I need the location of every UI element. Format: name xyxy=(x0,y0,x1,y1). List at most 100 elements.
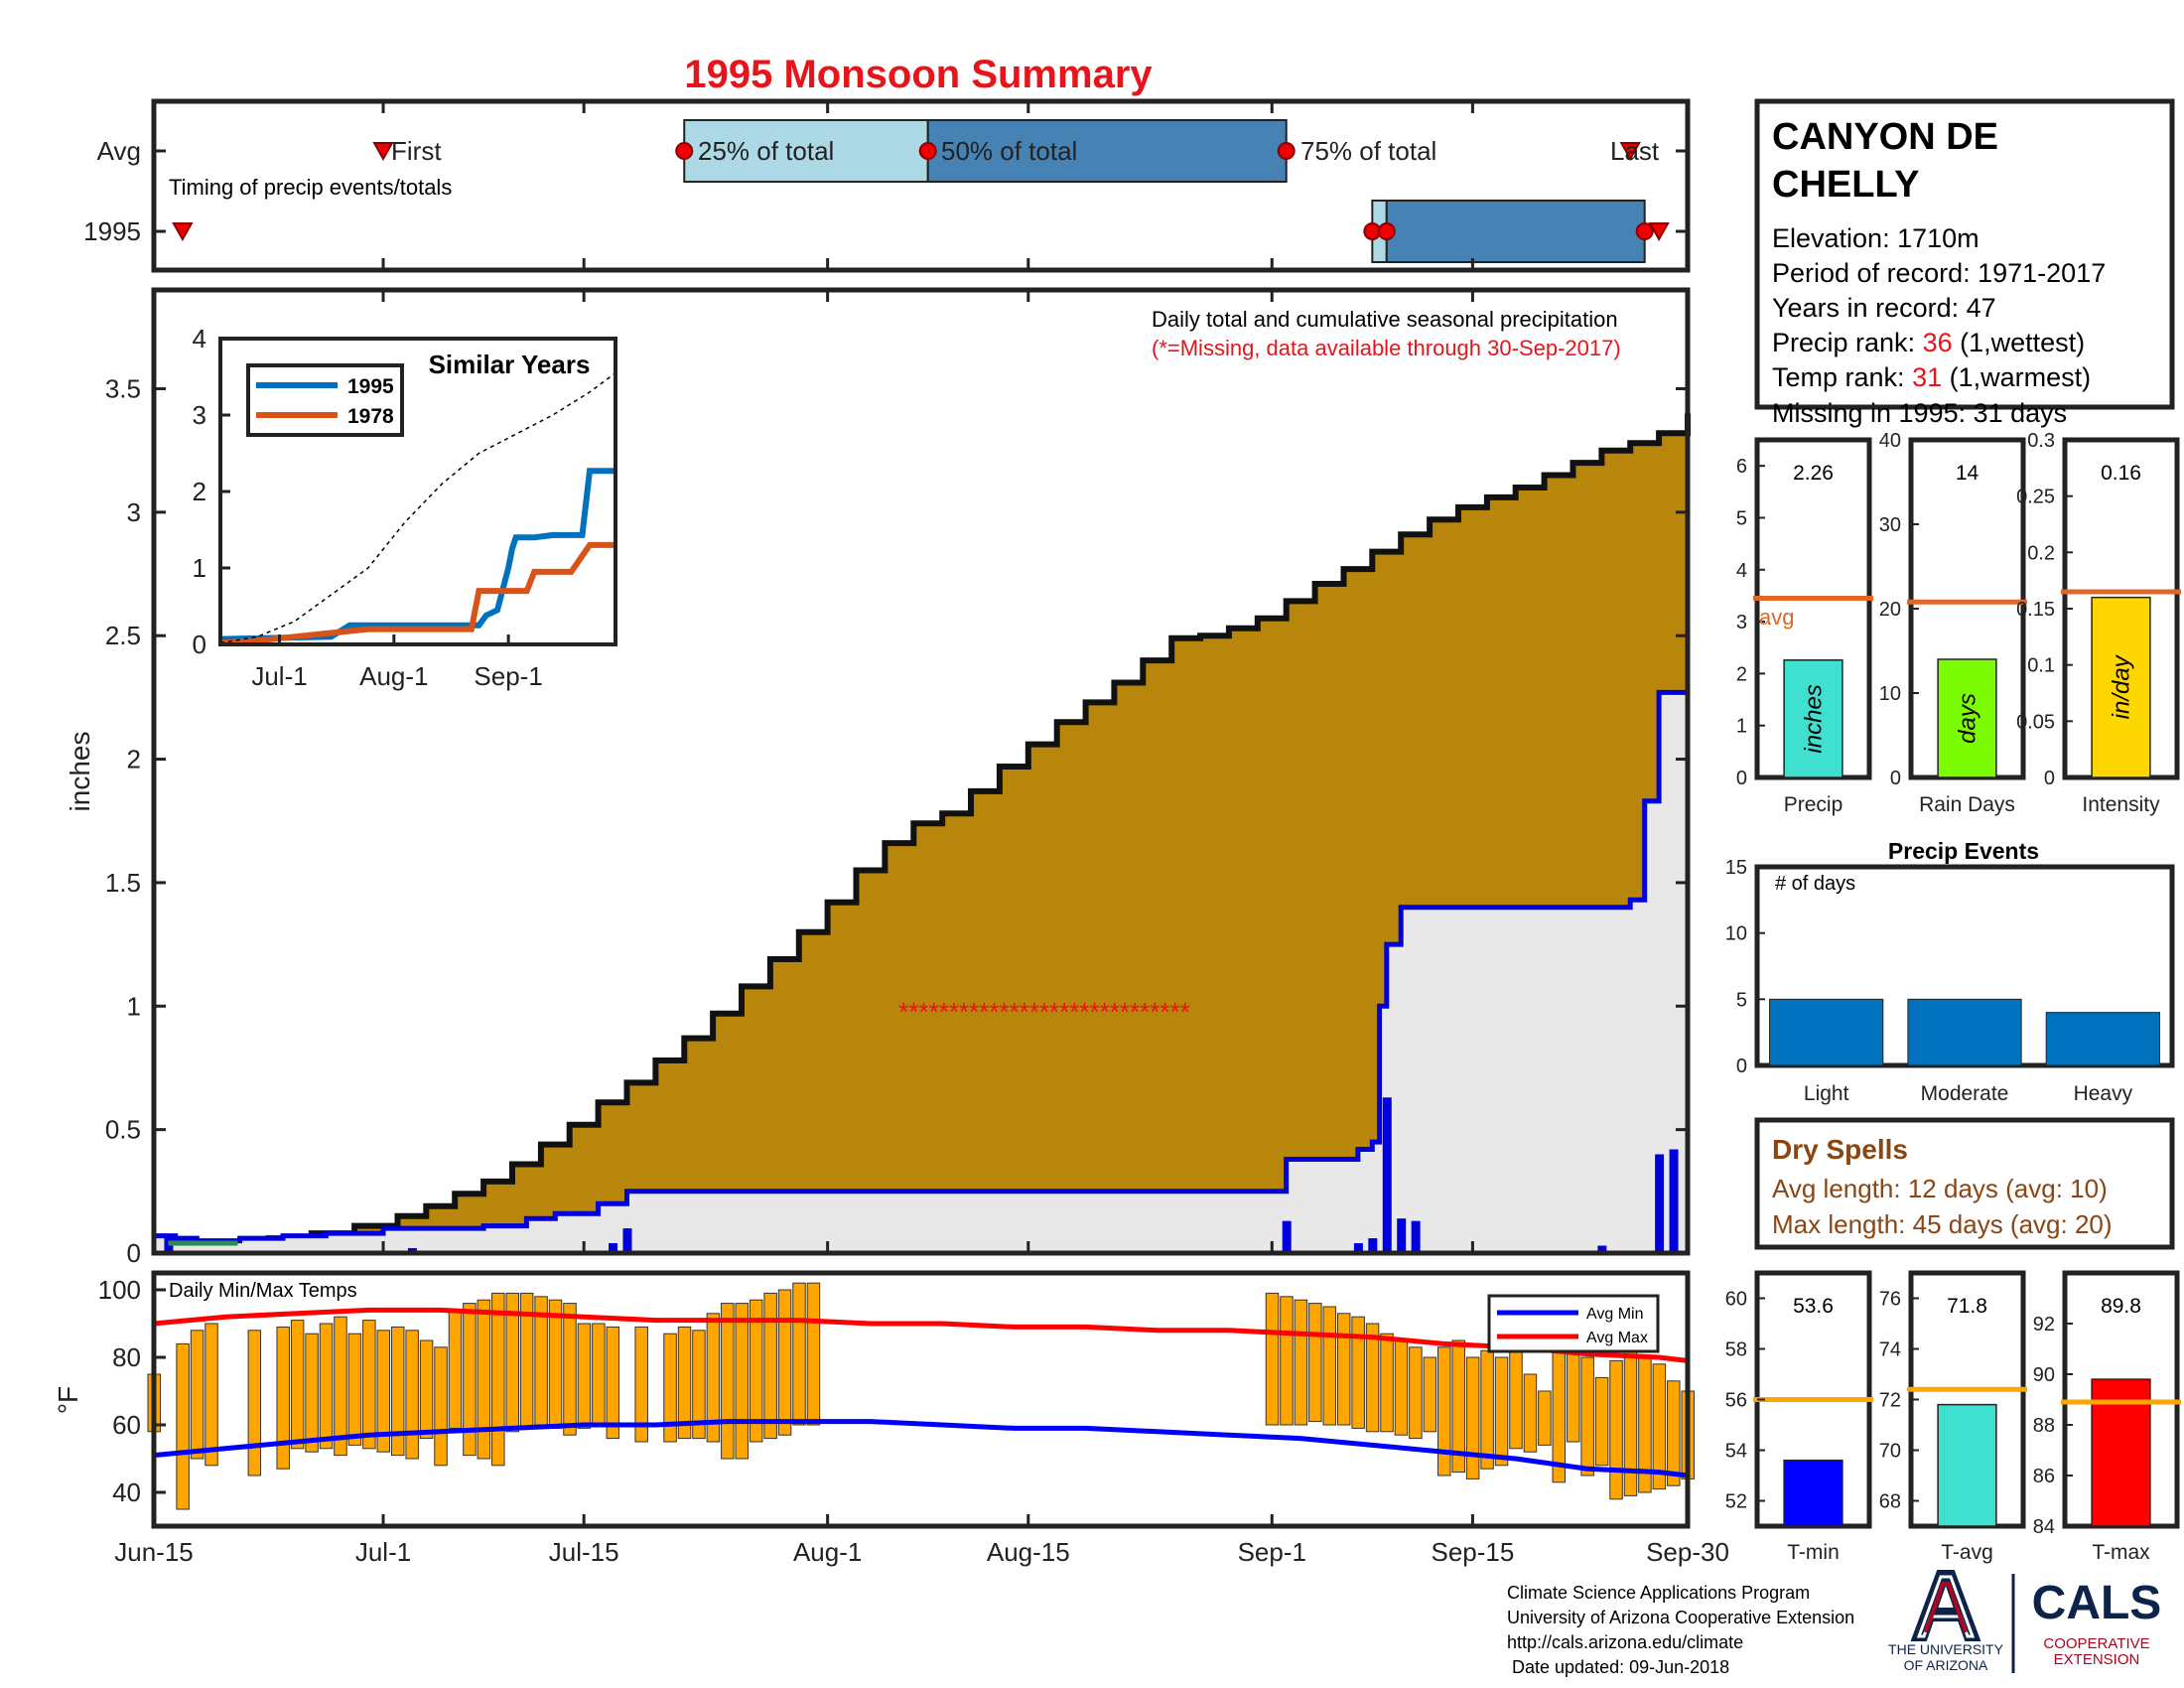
tmax-y-tick-label: 84 xyxy=(2033,1516,2055,1538)
station-temp-rank: Temp rank: 31 (1,warmest) xyxy=(1772,362,2091,392)
precip-axes: 0 0.5 1 1.5 2 2.5 3 3.5 xyxy=(105,290,1690,1268)
daily-temp-range-bar xyxy=(390,1326,405,1457)
daily-temp-range-bar xyxy=(792,1282,806,1426)
rain_days-y-tick-label: 20 xyxy=(1879,599,1901,621)
rain_days-y-tick-label: 0 xyxy=(1890,768,1901,789)
precip-chart-caption: Daily total and cumulative seasonal prec… xyxy=(1152,307,1618,332)
timing-50-label: 50% of total xyxy=(941,136,1077,166)
inset-y-tick-label: 1 xyxy=(193,553,206,583)
station-info: CANYON DE CHELLY Elevation: 1710m Period… xyxy=(1754,98,2175,428)
year-cumulative-line xyxy=(154,689,1688,1244)
inset-frame xyxy=(218,337,617,646)
timing-25-label: 25% of total xyxy=(698,136,834,166)
daily-temp-range-bar xyxy=(190,1330,205,1460)
timing-avg-event-triangle xyxy=(1619,142,1641,162)
tmax-y-tick-label: 90 xyxy=(2033,1364,2055,1386)
timing-1995-percentile-marker xyxy=(1635,222,1654,240)
rain_days-data-label: 14 xyxy=(1956,462,1979,485)
rain_days-y-tick-label: 30 xyxy=(1879,514,1901,536)
timing-avg-50-75-box xyxy=(926,119,1288,183)
tavg-frame xyxy=(1908,1270,2026,1529)
station-info-frame xyxy=(1754,98,2175,410)
daily-temp-range-bar xyxy=(1566,1346,1580,1443)
daily-temp-range-bar xyxy=(606,1326,620,1440)
daily-temp-range-bar xyxy=(577,1323,592,1429)
inset-series-1978 xyxy=(219,541,615,646)
daily-temp-range-bar xyxy=(1365,1323,1380,1433)
inset-x-tick-label: Jul-1 xyxy=(251,661,307,691)
daily-temp-range-bar xyxy=(1465,1356,1480,1479)
similar-years-inset: 0 1 2 3 4 Jul-1 Aug-1 Sep-1 Similar Years 1995 … xyxy=(193,324,617,691)
dry-spells-max-length: Max length: 45 days (avg: 20) xyxy=(1772,1209,2113,1239)
timing-1995-event-triangle xyxy=(172,222,194,242)
temp-rank-prefix: Temp rank: xyxy=(1772,362,1912,392)
daily-temp-range-bar xyxy=(247,1330,262,1477)
intensity-bar xyxy=(2091,596,2151,778)
precip-events-y-tick-label: 0 xyxy=(1736,1055,1747,1077)
precip-y-tick-label: 0.5 xyxy=(105,1115,141,1145)
daily-temp-range-bar xyxy=(305,1333,319,1453)
precip_rank-y-tick-label: 1 xyxy=(1736,716,1747,738)
daily-temp-range-bar xyxy=(419,1339,434,1440)
daily-precip-bar xyxy=(1411,1220,1421,1253)
tmax-y-tick-label: 88 xyxy=(2033,1415,2055,1437)
daily-precip-bar xyxy=(1597,1245,1607,1253)
daily-temp-range-bar xyxy=(1538,1390,1552,1446)
daily-temp-range-bar xyxy=(735,1303,750,1460)
daily-temp-range-bar xyxy=(677,1326,692,1440)
daily-temp-range-bar xyxy=(749,1299,763,1443)
daily-temp-range-bar xyxy=(463,1303,477,1457)
daily-temp-range-bar xyxy=(1336,1313,1351,1426)
precip-avg-label: avg xyxy=(1759,605,1794,630)
temp-line-avg-min xyxy=(153,1419,1689,1478)
precip-events-category-label: Light xyxy=(1804,1082,1849,1105)
tmax-y-tick-label: 92 xyxy=(2033,1314,2055,1336)
tmin-data-label: 53.6 xyxy=(1793,1295,1834,1318)
date-tick-label: Jun-15 xyxy=(114,1537,194,1567)
daily-temp-range-bar xyxy=(1609,1359,1623,1500)
tavg-bar xyxy=(1937,1403,1997,1527)
tmin-y-tick-label: 58 xyxy=(1725,1339,1747,1361)
precip-plot-area xyxy=(154,413,1691,1253)
precip-events-bar xyxy=(1769,998,1884,1066)
intensity-y-tick-label: 0.25 xyxy=(2016,487,2055,508)
daily-temp-range-bar xyxy=(1308,1303,1322,1423)
timing-avg-percentile-marker xyxy=(675,142,694,160)
precip-events-y-tick-label: 15 xyxy=(1725,857,1747,879)
daily-precip-bar xyxy=(1397,1218,1407,1253)
inset-y-tick-label: 4 xyxy=(193,324,206,353)
inset-y-tick-label: 3 xyxy=(193,400,206,430)
precip-y-tick-label: 3 xyxy=(127,497,141,527)
precip-y-tick-label: 1 xyxy=(127,991,141,1021)
coop-ext-line1: COOPERATIVE xyxy=(2043,1635,2149,1652)
tavg-category-label: T-avg xyxy=(1941,1541,1993,1564)
temps-chart: 40 60 80 100 Daily Min/Max Temps °F Avg Min… xyxy=(53,1270,1729,1567)
daily-temp-range-bar xyxy=(505,1292,519,1433)
temps-legend-box xyxy=(1487,1294,1660,1353)
legend-label-1978: 1978 xyxy=(347,405,394,428)
footer-line4: Date updated: 09-Jun-2018 xyxy=(1507,1657,1729,1677)
daily-precip-bar xyxy=(1368,1238,1378,1253)
ua-logo-line2: OF ARIZONA xyxy=(1904,1657,1988,1673)
timing-avg-percentile-marker xyxy=(918,142,937,160)
temps-y-tick-label: 40 xyxy=(112,1477,141,1507)
precip_rank-data-label: 2.26 xyxy=(1793,462,1834,485)
daily-temp-range-bar xyxy=(1409,1346,1423,1440)
temps-y-tick-label: 60 xyxy=(112,1410,141,1440)
date-axis: Jun-15 Jul-1 Jul-15 Aug-1 Aug-15 Sep-1 Sep-15 S… xyxy=(114,1514,1729,1567)
precip_rank-y-tick-label: 5 xyxy=(1736,507,1747,529)
tmin-y-tick-label: 60 xyxy=(1725,1289,1747,1311)
daily-temp-range-bar xyxy=(1437,1346,1451,1477)
daily-temp-range-bar xyxy=(1394,1339,1409,1436)
intensity-y-tick-label: 0.2 xyxy=(2027,542,2055,564)
precip-y-tick-label: 2 xyxy=(127,745,141,774)
temps-y-axis-label: °F xyxy=(53,1386,83,1414)
date-tick-label: Aug-15 xyxy=(987,1537,1070,1567)
temps-chart-frame xyxy=(151,1270,1691,1529)
daily-temp-range-bar xyxy=(1322,1306,1337,1426)
intensity-y-tick-label: 0.1 xyxy=(2027,655,2055,677)
daily-precip-bar xyxy=(609,1243,618,1253)
tmin-y-tick-label: 54 xyxy=(1725,1441,1747,1463)
precip-events-bar xyxy=(1907,998,2022,1066)
